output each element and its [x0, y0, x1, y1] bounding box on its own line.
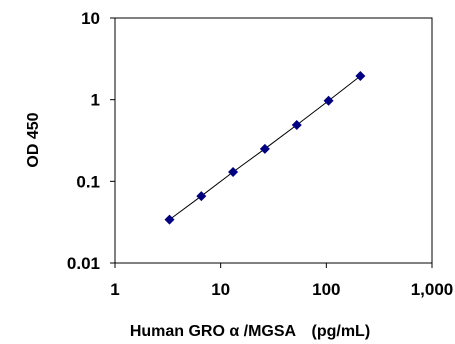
x-tick-label: 10	[211, 280, 230, 299]
x-axis-title: Human GRO α /MGSA (pg/mL)	[130, 323, 370, 340]
y-axis-ticks: 0.01 0.1 1 10	[67, 9, 115, 273]
x-tick-label: 1	[110, 280, 119, 299]
y-tick-label: 0.01	[67, 254, 100, 273]
data-point	[259, 143, 270, 154]
data-point	[355, 70, 366, 81]
data-point	[291, 119, 302, 130]
x-tick-label: 100	[312, 280, 340, 299]
x-tick-label: 1,000	[411, 280, 454, 299]
y-axis-title: OD 450	[25, 112, 42, 167]
y-tick-label: 1	[91, 91, 100, 110]
data-series	[164, 70, 366, 225]
x-axis-ticks: 1 10 100 1,000	[110, 263, 453, 299]
y-tick-label: 0.1	[76, 172, 100, 191]
data-point	[196, 191, 207, 202]
data-point	[323, 95, 334, 106]
plot-area	[114, 17, 433, 264]
data-point	[164, 214, 175, 225]
y-tick-label: 10	[81, 9, 100, 28]
data-point	[228, 167, 239, 178]
